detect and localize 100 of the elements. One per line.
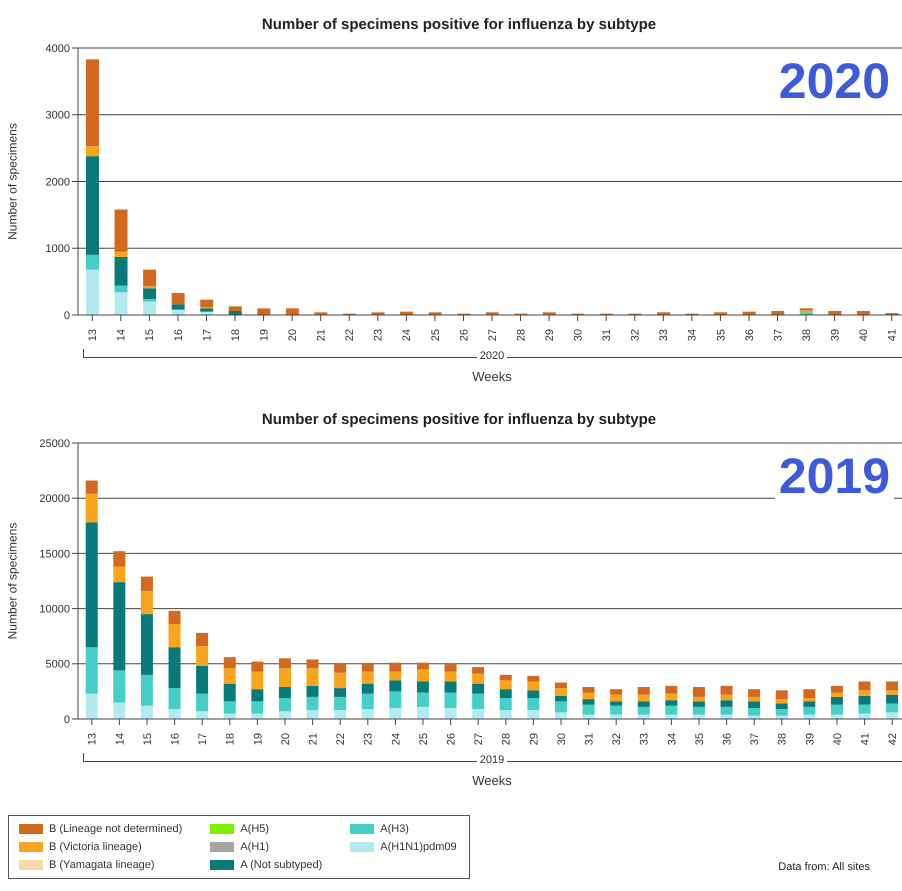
x-tick-label: 22 bbox=[335, 733, 348, 746]
bar bbox=[776, 709, 788, 716]
bar bbox=[334, 710, 346, 719]
bar bbox=[196, 666, 208, 694]
bar bbox=[444, 708, 457, 719]
bar bbox=[803, 706, 816, 715]
x-tick-label: 24 bbox=[401, 329, 414, 342]
bar bbox=[143, 270, 156, 286]
bar bbox=[500, 689, 512, 698]
bar bbox=[665, 714, 678, 719]
bar bbox=[803, 714, 816, 719]
legend-label: B (Yamagata lineage) bbox=[49, 859, 155, 871]
bar bbox=[582, 686, 595, 693]
bar bbox=[86, 59, 99, 146]
x-tick-label: 20 bbox=[286, 329, 299, 342]
bar bbox=[582, 699, 595, 705]
bar bbox=[86, 146, 99, 156]
bar bbox=[113, 670, 126, 702]
x-tick-label: 25 bbox=[418, 733, 430, 746]
bar bbox=[168, 624, 181, 648]
bar bbox=[306, 710, 319, 719]
bar bbox=[113, 566, 126, 582]
bar bbox=[416, 692, 429, 707]
bar bbox=[416, 706, 429, 719]
bar bbox=[582, 704, 595, 715]
bar bbox=[140, 674, 153, 706]
x-tick-label: 22 bbox=[344, 329, 356, 342]
x-tick-label: 16 bbox=[172, 329, 185, 342]
bar bbox=[228, 306, 242, 311]
bar bbox=[527, 681, 540, 690]
bar bbox=[554, 701, 567, 712]
bar bbox=[665, 686, 678, 694]
bar bbox=[610, 714, 622, 719]
bar bbox=[200, 308, 214, 312]
bar bbox=[803, 689, 816, 698]
bar bbox=[472, 667, 484, 674]
bar bbox=[748, 716, 760, 719]
x-tick-label: 23 bbox=[372, 329, 385, 342]
bar bbox=[168, 610, 181, 624]
bar bbox=[858, 690, 871, 696]
bar bbox=[665, 700, 678, 706]
bar bbox=[172, 310, 185, 315]
y-tick-label: 3000 bbox=[46, 110, 70, 122]
bar bbox=[748, 701, 760, 708]
bar bbox=[554, 688, 567, 696]
bar bbox=[692, 714, 705, 719]
bar bbox=[389, 672, 402, 680]
y-tick-label: 5000 bbox=[46, 658, 70, 671]
bar bbox=[665, 694, 678, 700]
bar bbox=[692, 706, 705, 715]
bar bbox=[196, 632, 208, 646]
bar bbox=[803, 698, 816, 702]
x-tick-label: 40 bbox=[832, 733, 844, 746]
bar bbox=[527, 676, 540, 682]
x-tick-label: 13 bbox=[86, 733, 99, 746]
x-tick-label: 13 bbox=[87, 329, 100, 342]
bar bbox=[554, 682, 567, 688]
bar bbox=[830, 696, 843, 705]
x-tick-label: 29 bbox=[544, 329, 556, 342]
bar bbox=[444, 692, 457, 708]
bar bbox=[172, 304, 185, 310]
bar bbox=[251, 689, 264, 702]
bar bbox=[140, 614, 153, 675]
bar bbox=[114, 286, 128, 292]
x-tick-label: 32 bbox=[611, 733, 624, 746]
bar bbox=[444, 664, 457, 672]
bar bbox=[143, 298, 156, 302]
bar bbox=[720, 686, 733, 695]
bar bbox=[196, 646, 208, 666]
x-tick-label: 30 bbox=[556, 733, 568, 746]
x-tick-label: 19 bbox=[252, 733, 264, 746]
bar bbox=[140, 706, 153, 719]
chart-title: Number of specimens positive for influenza by subtype bbox=[260, 16, 658, 33]
bar bbox=[251, 662, 264, 672]
y-tick-label: 10000 bbox=[39, 604, 70, 616]
bar bbox=[143, 302, 156, 315]
bar bbox=[858, 681, 871, 690]
bar bbox=[582, 692, 595, 700]
x-tick-label: 39 bbox=[804, 733, 816, 746]
y-tick-label: 20000 bbox=[39, 493, 70, 506]
bar bbox=[638, 714, 650, 719]
bar bbox=[472, 684, 484, 694]
bar bbox=[720, 700, 733, 707]
bar bbox=[742, 312, 756, 315]
legend-label: A (Not subtyped) bbox=[240, 859, 322, 871]
bar bbox=[389, 662, 402, 672]
bar bbox=[362, 664, 374, 672]
y-tick-label: 1000 bbox=[46, 243, 70, 256]
bar bbox=[306, 696, 319, 710]
bar bbox=[472, 709, 484, 719]
bar bbox=[472, 694, 484, 710]
bar bbox=[638, 686, 650, 695]
x-tick-label: 29 bbox=[528, 733, 540, 746]
bar bbox=[224, 657, 236, 668]
annotation: 2019 bbox=[774, 448, 894, 504]
y-tick-label: 25000 bbox=[39, 438, 70, 450]
x-tick-label: 14 bbox=[116, 329, 128, 342]
x-tick-label: 17 bbox=[197, 733, 210, 746]
y-tick-label: 4000 bbox=[46, 42, 70, 55]
bar bbox=[334, 696, 346, 710]
